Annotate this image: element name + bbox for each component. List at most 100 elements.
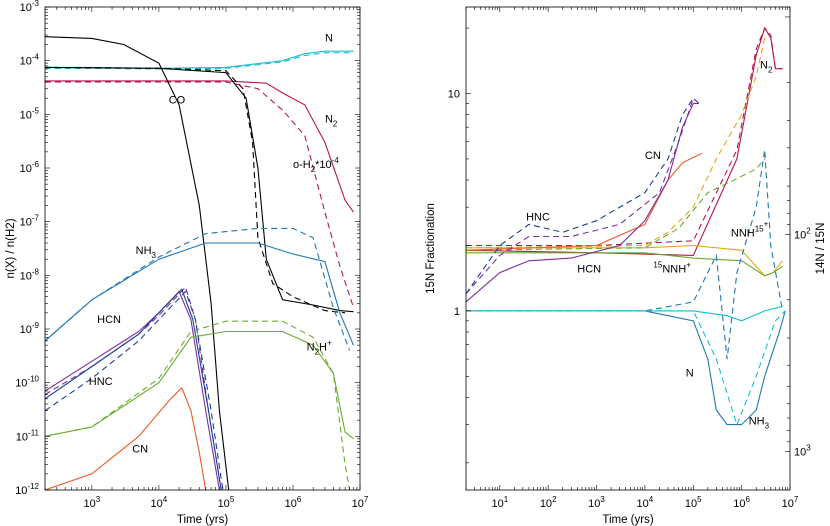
x-tick-label: 105 — [685, 495, 702, 510]
x-tick-label: 104 — [151, 495, 168, 510]
species-label-after: NH — [739, 227, 755, 239]
series-line-nh3 — [45, 242, 355, 346]
species-label: HCN — [97, 314, 121, 326]
right-y-tick-label: 103 — [794, 444, 811, 459]
x-tick-label: 102 — [540, 495, 557, 510]
species-label-text: CN — [132, 443, 148, 455]
y-tick-exponent: -8 — [32, 267, 40, 276]
x-tick-exponent: 4 — [649, 495, 654, 504]
y-tick-label: 10-9 — [20, 321, 40, 336]
series-line-o-h2 — [45, 66, 354, 313]
species-label-sup2: + — [686, 261, 691, 270]
species-label-text: o-H — [293, 159, 311, 171]
x-tick-base: 10 — [218, 498, 230, 510]
species-label-sub: 2 — [333, 120, 338, 129]
x-tick-exponent: 1 — [504, 495, 509, 504]
series-line-o-h2-15n- — [45, 66, 346, 314]
axes-frame — [465, 6, 791, 491]
species-label: NH3 — [749, 416, 770, 431]
species-label: CN — [132, 443, 148, 455]
y-tick-label: 1 — [454, 306, 460, 318]
y-tick-label: 10-6 — [20, 160, 40, 175]
species-label: N — [686, 367, 694, 379]
y-tick-exponent: -3 — [32, 0, 40, 8]
y-tick-label: 10 — [448, 89, 460, 101]
species-label-sup2: + — [764, 219, 769, 228]
species-label: N — [325, 32, 333, 44]
series-group — [45, 36, 355, 490]
y-tick-base: 10 — [15, 485, 27, 497]
species-label-text: HCN — [97, 314, 121, 326]
x-tick-base: 10 — [782, 498, 794, 510]
species-label-text: NH — [136, 245, 152, 257]
species-label: N2 — [325, 114, 338, 129]
series-line-hnc-15n- — [45, 290, 224, 490]
x-tick-label: 106 — [285, 495, 302, 510]
species-label-sub: 3 — [765, 422, 770, 431]
species-label: CO — [169, 94, 186, 106]
y-tick-exponent: -4 — [32, 53, 40, 62]
species-label: 15NNH+ — [653, 261, 691, 276]
right-y-axis-label: 14N / 15N — [815, 223, 827, 275]
y-tick-base: 10 — [20, 109, 32, 121]
series-line-n2h- — [45, 330, 354, 440]
y-tick-base: 10 — [20, 217, 32, 229]
left-panel: 103 104 105 106 10710-1210-1110-1010-910-810… — [5, 0, 369, 526]
series-line-n2 — [466, 26, 783, 256]
x-tick-base: 10 — [540, 498, 552, 510]
species-label-after: *10 — [315, 159, 332, 171]
y-tick-label: 10-5 — [20, 106, 40, 121]
y-tick-label: 10-11 — [16, 428, 40, 443]
species-label-text: CN — [645, 150, 661, 162]
species-label: HNC — [89, 376, 113, 388]
series-group — [466, 26, 786, 427]
species-label-text: N — [760, 60, 768, 72]
y-tick-exponent: -10 — [27, 375, 39, 384]
x-tick-base: 10 — [685, 498, 697, 510]
x-tick-exponent: 4 — [163, 495, 168, 504]
x-tick-base: 10 — [352, 498, 364, 510]
x-tick-base: 10 — [588, 498, 600, 510]
species-label: HCN — [577, 264, 601, 276]
x-tick-exponent: 3 — [600, 495, 605, 504]
species-label-after: H — [319, 341, 327, 353]
series-line-n2-model-2- — [466, 27, 783, 247]
series-line-nh3-model-2- — [466, 149, 784, 360]
series-line-15nnh-model-2- — [466, 158, 766, 251]
species-label-sub: 3 — [152, 251, 157, 260]
x-tick-label: 106 — [733, 495, 750, 510]
species-label-text: N — [307, 341, 315, 353]
species-label-text: CO — [169, 94, 186, 106]
y-tick-base: 10 — [20, 270, 32, 282]
x-tick-exponent: 6 — [297, 495, 302, 504]
x-tick-label: 104 — [637, 495, 654, 510]
y-tick-exponent: -9 — [32, 321, 40, 330]
species-label-text: HCN — [577, 264, 601, 276]
y-tick-base: 10 — [20, 56, 32, 68]
x-axis-label: Time (yrs) — [602, 514, 653, 526]
species-label-text: NH — [749, 416, 765, 428]
series-line-hnc — [45, 288, 222, 490]
x-tick-base: 10 — [637, 498, 649, 510]
series-line-n-15n- — [45, 52, 354, 70]
y-tick-exponent: -12 — [27, 482, 39, 491]
x-tick-exponent: 7 — [364, 495, 369, 504]
x-tick-exponent: 7 — [794, 495, 799, 504]
series-line-nh3-15n- — [45, 227, 351, 351]
y-tick-label: 10-3 — [20, 0, 40, 14]
series-line-hcn-model-2- — [466, 97, 700, 295]
series-line-n2 — [45, 80, 354, 213]
y-tick-label: 10-7 — [20, 214, 40, 229]
series-line-hnc — [466, 97, 700, 295]
species-label-sup: -4 — [332, 156, 340, 165]
species-label-sub: 2 — [315, 347, 320, 356]
series-line-co — [45, 36, 230, 490]
series-line-n15nh-model-2- — [466, 37, 766, 249]
right-y-tick-exponent: 2 — [806, 226, 811, 235]
y-tick-exponent: -11 — [28, 428, 40, 437]
x-tick-label: 105 — [218, 495, 235, 510]
y-tick-label: 10-10 — [15, 375, 39, 390]
species-label: N2H+ — [307, 338, 332, 356]
x-tick-base: 10 — [84, 498, 96, 510]
